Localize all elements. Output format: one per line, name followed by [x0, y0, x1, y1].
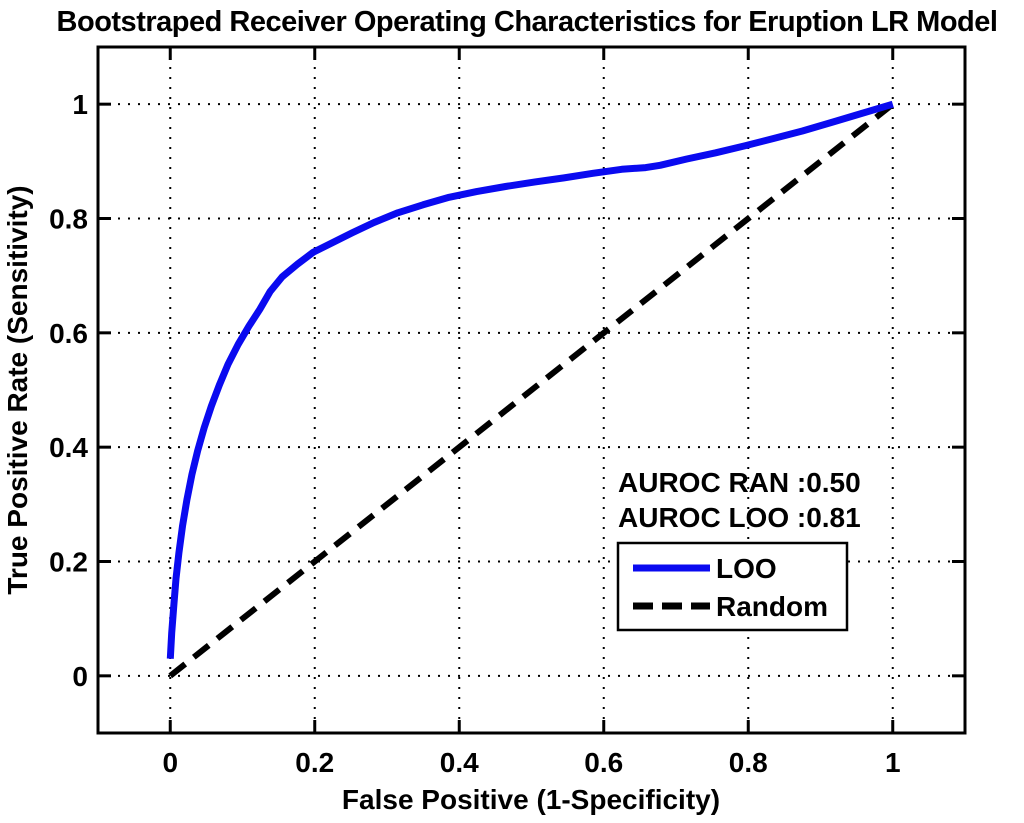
legend: LOO Random — [616, 541, 849, 632]
x-tick-label: 0.4 — [440, 747, 479, 778]
x-tick-label: 0.8 — [729, 747, 768, 778]
legend-loo-label: LOO — [716, 553, 777, 584]
y-tick-label: 0.2 — [49, 547, 88, 578]
legend-box — [616, 541, 849, 632]
y-tick-label: 0.8 — [49, 204, 88, 235]
auroc-ran-annotation: AUROC RAN :0.50 — [618, 467, 861, 498]
y-tick-label: 0.4 — [49, 432, 88, 463]
x-tick-label: 0.2 — [295, 747, 334, 778]
x-tick-labels: 0 0.2 0.4 0.6 0.8 1 — [162, 747, 900, 778]
data-series — [166, 100, 895, 679]
roc-curve-random — [168, 101, 895, 679]
y-axis-label: True Positive Rate (Sensitivity) — [2, 185, 33, 594]
auroc-loo-annotation: AUROC LOO :0.81 — [618, 502, 861, 533]
axis-ticks — [98, 47, 965, 733]
plot-border — [96, 45, 967, 735]
x-tick-label: 0 — [162, 747, 178, 778]
legend-random-label: Random — [716, 591, 828, 622]
y-tick-label: 0 — [72, 661, 88, 692]
x-tick-label: 1 — [885, 747, 901, 778]
roc-curve-loo — [166, 100, 894, 659]
y-tick-label: 1 — [72, 89, 88, 120]
y-tick-labels: 0 0.2 0.4 0.6 0.8 1 — [49, 89, 88, 692]
x-axis-label: False Positive (1-Specificity) — [342, 784, 720, 815]
x-tick-label: 0.6 — [584, 747, 623, 778]
chart-title: Bootstraped Receiver Operating Character… — [57, 6, 998, 38]
y-tick-label: 0.6 — [49, 318, 88, 349]
